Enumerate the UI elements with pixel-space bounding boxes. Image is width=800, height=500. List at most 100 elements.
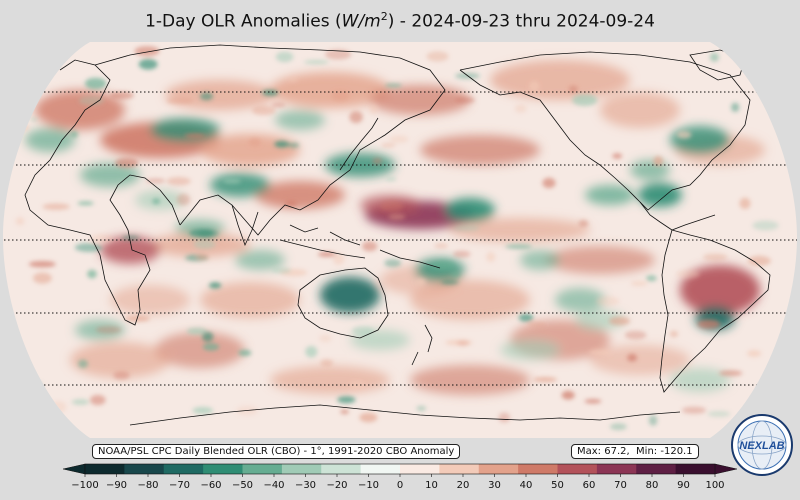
anomaly-speckle xyxy=(71,399,90,405)
anomaly-speckle xyxy=(110,91,134,100)
colorbar-segment xyxy=(636,464,677,474)
anomaly-speckle xyxy=(77,201,94,206)
coast-greenland xyxy=(689,49,746,81)
anomaly-speckle xyxy=(337,396,356,404)
anomaly-speckle xyxy=(747,350,762,357)
anomaly-speckle xyxy=(359,412,378,423)
anomaly-speckle xyxy=(653,156,664,167)
anomaly-speckle xyxy=(74,243,103,252)
coast-europe-africa xyxy=(24,59,181,326)
anomaly-speckle xyxy=(752,220,779,231)
anomaly-speckle xyxy=(505,244,532,250)
anomaly-speckle xyxy=(90,394,106,406)
colorbar-tick-label: 60 xyxy=(583,480,596,491)
anomaly-speckle xyxy=(70,130,79,138)
anomaly-patch xyxy=(680,265,760,315)
anomaly-speckle xyxy=(753,395,775,401)
anomaly-patch xyxy=(150,118,220,142)
anomaly-patch xyxy=(155,332,245,368)
title-unit-exponent: 2 xyxy=(380,10,388,23)
anomaly-patch xyxy=(80,163,140,187)
anomaly-speckle xyxy=(113,371,130,380)
anomaly-patch xyxy=(445,198,495,222)
anomaly-speckle xyxy=(608,316,631,326)
colorbar-segment xyxy=(518,464,559,474)
colorbar-tick-label: 40 xyxy=(520,480,533,491)
anomaly-speckle xyxy=(114,158,139,168)
title-suffix: ) - 2024-09-23 thru 2024-09-24 xyxy=(387,11,655,32)
anomaly-speckle xyxy=(529,80,540,92)
map-field-group xyxy=(2,42,798,438)
title-prefix: 1-Day OLR Anomalies ( xyxy=(145,11,342,32)
anomaly-patch xyxy=(110,285,190,315)
anomaly-speckle xyxy=(627,353,638,362)
coast-maritime-continent xyxy=(279,224,441,269)
anomaly-patch xyxy=(638,183,682,207)
anomaly-speckle xyxy=(453,225,480,232)
anomaly-patch xyxy=(200,282,300,318)
anomaly-speckle xyxy=(384,83,402,88)
anomaly-speckle xyxy=(747,255,771,266)
logo-globe-meridian xyxy=(751,420,773,470)
anomaly-speckle xyxy=(729,44,755,57)
anomaly-speckle xyxy=(533,376,557,383)
colorbar-tick-label: −80 xyxy=(137,480,158,491)
anomaly-speckle xyxy=(441,279,459,285)
coastlines xyxy=(24,44,771,426)
anomaly-speckle xyxy=(238,349,252,357)
anomaly-speckle xyxy=(176,193,191,206)
anomaly-patch xyxy=(235,250,285,270)
coast-new-zealand xyxy=(411,324,433,366)
colorbar-tick-label: 10 xyxy=(425,480,438,491)
colorbar-min-extension xyxy=(62,463,86,475)
anomaly-speckle xyxy=(10,83,38,90)
anomaly-patch xyxy=(200,134,300,166)
anomaly-speckle xyxy=(28,411,45,418)
anomaly-patch xyxy=(255,181,345,209)
colorbar-segment xyxy=(675,464,716,474)
anomaly-patch xyxy=(165,80,275,110)
anomaly-speckle xyxy=(709,52,720,62)
anomaly-speckle xyxy=(284,200,298,206)
colorbar-tick-label: −30 xyxy=(295,480,316,491)
anomaly-speckle xyxy=(28,261,56,268)
anomaly-speckle xyxy=(262,89,279,97)
stats-max-value: 67.2 xyxy=(604,446,627,457)
colorbar-segment xyxy=(163,464,204,474)
anomaly-patch xyxy=(420,135,540,165)
stats-box: Max: 67.2, Min: -120.1 xyxy=(571,444,699,459)
anomaly-speckle xyxy=(78,96,105,106)
anomaly-speckle xyxy=(719,370,743,377)
colorbar-segment xyxy=(242,464,283,474)
anomaly-speckle xyxy=(305,346,318,358)
anomaly-speckle xyxy=(223,178,242,185)
anomaly-speckle xyxy=(561,390,575,400)
anomaly-speckle xyxy=(331,90,350,102)
anomaly-speckle xyxy=(739,197,751,209)
colorbar-segment xyxy=(124,464,165,474)
anomaly-speckle xyxy=(317,251,336,257)
anomaly-speckle xyxy=(595,296,620,307)
anomaly-speckle xyxy=(682,406,706,414)
anomaly-speckle xyxy=(542,177,556,189)
anomaly-patch xyxy=(270,366,390,394)
anomaly-patch xyxy=(135,190,185,210)
anomaly-patch xyxy=(500,340,560,360)
anomaly-speckle xyxy=(202,331,214,342)
anomaly-patch xyxy=(270,72,390,108)
anomaly-speckle xyxy=(351,326,375,336)
anomaly-patch xyxy=(545,246,655,274)
anomaly-patch xyxy=(210,173,270,197)
colorbar-tick-label: −10 xyxy=(358,480,379,491)
anomaly-speckle xyxy=(572,94,598,106)
source-note-text: NOAA/PSL CPC Daily Blended OLR (CBO) - 1… xyxy=(98,446,455,457)
anomaly-patch xyxy=(320,277,380,313)
anomaly-speckle xyxy=(77,359,89,369)
anomaly-speckle xyxy=(372,157,383,165)
anomaly-speckle xyxy=(389,135,409,144)
anomaly-speckle xyxy=(30,380,43,393)
colorbar: −100 −90 −80 −70 −60 −50 −40 −30 −20 −10 0 10 20 30 40… xyxy=(62,463,738,491)
anomaly-patch xyxy=(575,310,625,330)
anomaly-speckle xyxy=(450,270,461,279)
anomaly-speckle xyxy=(624,330,647,340)
